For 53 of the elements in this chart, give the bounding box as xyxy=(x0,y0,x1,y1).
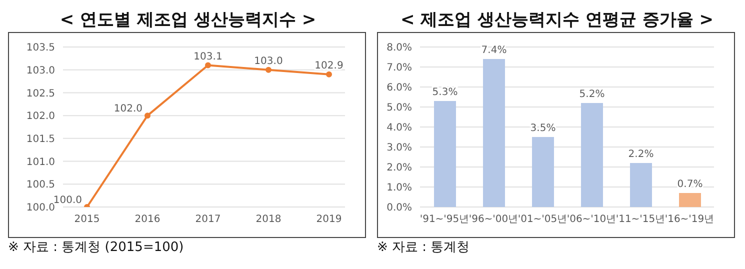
x-tick-label: '16~'19년 xyxy=(664,214,714,226)
point xyxy=(266,66,272,73)
bar xyxy=(483,59,505,207)
data-label: 5.2% xyxy=(579,89,605,100)
x-tick-label: 2018 xyxy=(256,214,282,226)
y-tick-label: 4.0% xyxy=(386,122,412,134)
bar xyxy=(581,103,603,207)
y-tick-label: 102.0 xyxy=(26,111,55,122)
x-tick-label: 2015 xyxy=(74,214,100,226)
y-tick-label: 6.0% xyxy=(386,82,412,94)
y-tick-label: 5.0% xyxy=(386,102,412,114)
x-tick-label: '06~'10년 xyxy=(566,214,616,226)
x-tick-label: 2019 xyxy=(316,214,342,226)
y-tick-label: 101.0 xyxy=(26,156,55,168)
data-label: 5.3% xyxy=(432,87,458,98)
data-label: 0.7% xyxy=(677,179,703,190)
data-label: 100.0 xyxy=(53,195,82,206)
x-tick-label: '91~'95년 xyxy=(420,214,470,226)
point xyxy=(205,62,211,68)
x-tick-label: 2016 xyxy=(134,214,160,226)
data-label: 103.0 xyxy=(254,56,283,67)
y-tick-label: 7.0% xyxy=(386,62,412,74)
chart-title: < 제조업 생산능력지수 연평균 증가율 > xyxy=(399,9,715,32)
y-tick-label: 103.5 xyxy=(26,42,55,54)
chart-title: < 연도별 제조업 생산능력지수 > xyxy=(58,9,318,32)
data-label: 3.5% xyxy=(530,123,556,134)
x-tick-label: 2017 xyxy=(195,214,221,226)
y-tick-label: 100.5 xyxy=(26,180,55,191)
y-tick-label: 0.0% xyxy=(386,202,412,214)
y-tick-label: 1.0% xyxy=(386,182,412,194)
data-label: 102.0 xyxy=(114,104,142,115)
text: ※ 자료 : 통계청 (2015=100) xyxy=(8,239,185,257)
y-tick-label: 2.0% xyxy=(386,162,412,174)
data-label: 103.1 xyxy=(194,51,222,62)
y-tick-label: 100.0 xyxy=(26,202,55,214)
text: ※ 자료 : 통계청 xyxy=(377,239,471,257)
point xyxy=(326,71,332,78)
data-label: 7.4% xyxy=(481,45,507,56)
y-tick-label: 3.0% xyxy=(386,142,412,154)
point xyxy=(144,112,150,119)
y-tick-label: 8.0% xyxy=(386,42,412,54)
y-tick-label: 102.5 xyxy=(26,88,55,100)
bar xyxy=(434,101,456,207)
x-tick-label: '96~'00년 xyxy=(468,214,518,226)
x-tick-label: '01~'05년 xyxy=(518,214,568,226)
bar xyxy=(532,137,554,207)
data-label: 2.2% xyxy=(628,149,654,160)
x-tick-label: '11~'15년 xyxy=(616,214,666,226)
y-tick-label: 103.0 xyxy=(26,65,55,76)
bar xyxy=(679,193,701,207)
y-tick-label: 101.5 xyxy=(26,134,55,145)
data-label: 102.9 xyxy=(314,60,344,72)
bar xyxy=(630,163,652,207)
